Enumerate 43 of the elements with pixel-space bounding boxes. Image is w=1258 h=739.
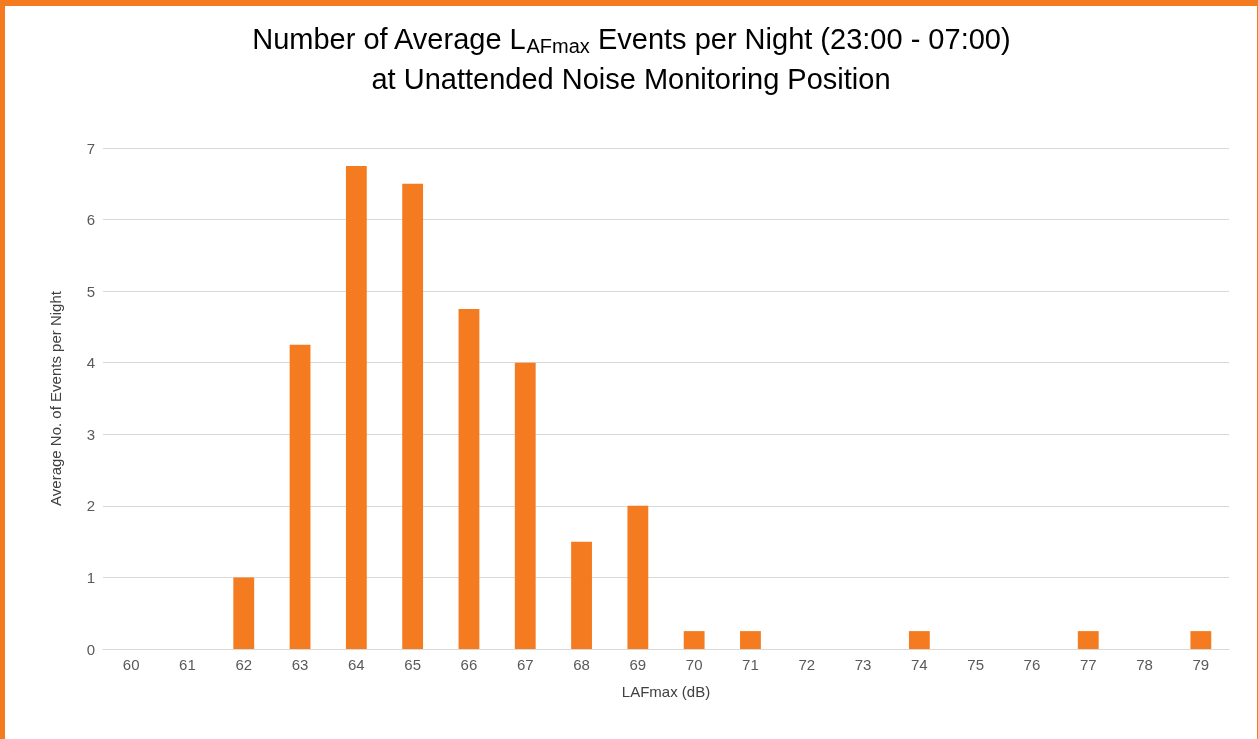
x-tick-label: 78 [1136,656,1153,673]
bar [289,344,311,649]
x-tick-label: 63 [291,656,309,673]
x-tick-label: 70 [685,656,703,673]
bar [402,183,424,649]
y-tick-label: 3 [86,425,95,443]
bar [233,577,255,649]
y-axis-title: Average No. of Events per Night [47,290,64,506]
bar [908,631,930,649]
y-tick-label: 6 [86,211,95,229]
bar [1190,631,1212,649]
y-tick-label: 5 [86,282,95,300]
y-tick-label: 2 [86,497,95,515]
bar [627,505,649,649]
x-axis-title: LAFmax (dB) [621,683,711,700]
y-tick-label: 0 [86,640,95,658]
x-tick-label: 69 [629,656,647,673]
x-tick-label: 73 [854,656,872,673]
x-tick-label: 67 [516,656,534,673]
x-tick-label: 74 [911,656,928,673]
y-tick-label: 7 [86,139,95,157]
x-tick-label: 79 [1192,656,1210,673]
x-tick-label: 64 [348,656,365,673]
x-tick-label: 65 [404,656,421,673]
x-tick-label: 71 [742,656,759,673]
bar [345,165,367,649]
bar [1077,631,1099,649]
x-tick-label: 75 [967,656,984,673]
x-tick-label: 76 [1023,656,1041,673]
bar [458,309,480,649]
bar [571,541,592,649]
x-tick-label: 62 [235,656,253,673]
x-tick-label: 77 [1079,656,1097,673]
bar [740,631,761,649]
x-tick-label: 68 [573,656,590,673]
bar [683,631,705,649]
x-tick-label: 66 [460,656,478,673]
x-tick-label: 61 [179,656,196,673]
bar [514,362,536,649]
y-tick-label: 1 [86,568,95,586]
y-tick-label: 4 [86,354,95,372]
x-tick-label: 60 [122,656,140,673]
x-tick-label: 72 [798,656,816,673]
